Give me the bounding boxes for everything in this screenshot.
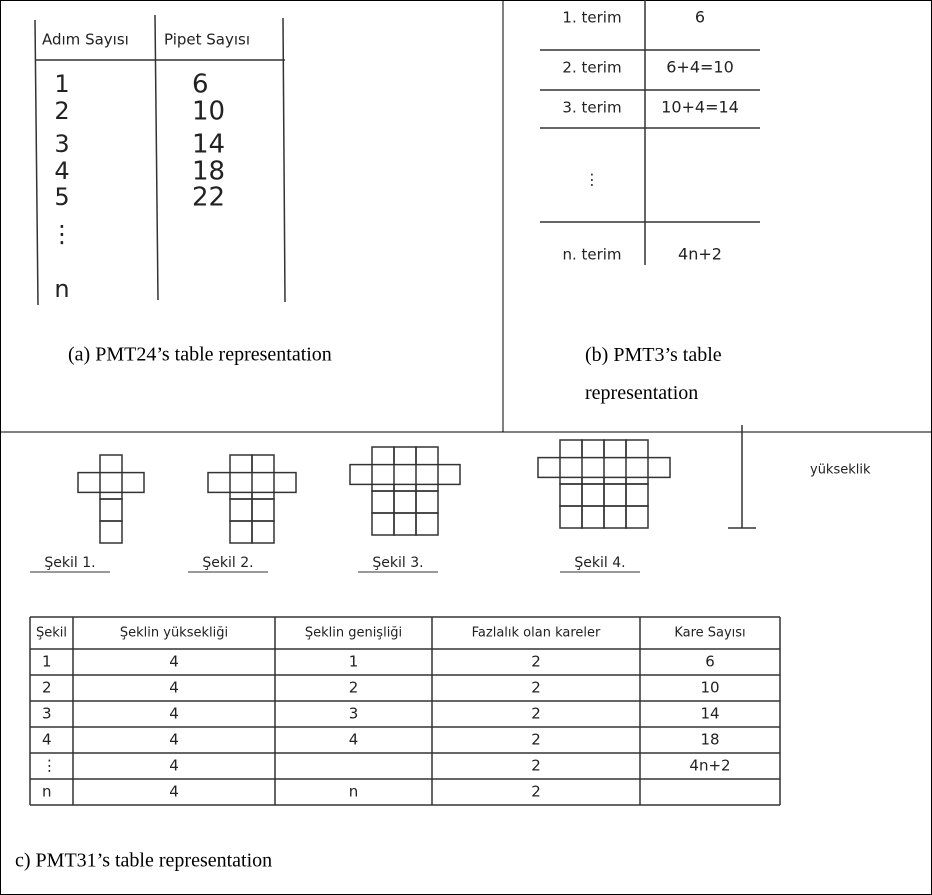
figure-square: [625, 505, 649, 529]
figure-square: [603, 505, 627, 529]
hand-text: 2: [54, 97, 69, 125]
hand-text: n. terim: [562, 246, 621, 264]
figure-square: [371, 512, 395, 536]
figure-square: [603, 483, 627, 507]
figure-bar: [349, 463, 461, 486]
figure-square: [99, 498, 123, 522]
hand-text: yükseklik: [810, 463, 871, 478]
hand-text: 10: [192, 97, 225, 127]
hand-text: 4: [169, 757, 179, 775]
figure-square: [371, 490, 395, 514]
hand-text: Fazlalık olan kareler: [472, 626, 601, 641]
hand-text: 2: [531, 731, 541, 749]
hand-text: 10: [700, 679, 719, 697]
hand-text: 14: [700, 705, 719, 723]
hand-text: 18: [192, 157, 225, 187]
caption-c: c) PMT31’s table representation: [15, 850, 272, 872]
hand-text: 4: [169, 783, 179, 801]
hand-text: 4: [349, 731, 359, 749]
hand-text: Adım Sayısı: [42, 31, 129, 49]
hand-text: 1: [54, 70, 69, 98]
hand-text: Pipet Sayısı: [164, 31, 250, 49]
hand-text: 4: [169, 731, 179, 749]
hand-line: [282, 17, 286, 303]
caption-a: (a) PMT24’s table representation: [68, 344, 332, 366]
figure-square: [581, 505, 605, 529]
figure-square: [251, 498, 275, 522]
hand-text: 4: [54, 157, 69, 185]
figure-square: [581, 483, 605, 507]
figure-square: [559, 483, 583, 507]
hand-text: 2. terim: [562, 59, 621, 77]
hand-text: n: [349, 783, 359, 801]
hand-text: 4n+2: [678, 245, 722, 264]
hand-text: 5: [54, 183, 69, 211]
figure-square: [229, 498, 253, 522]
hand-text: 2: [531, 653, 541, 671]
hand-text: 6: [705, 653, 715, 671]
hand-text: ⋮: [585, 171, 600, 189]
hand-text: 1. terim: [562, 9, 621, 27]
figure-square: [393, 490, 417, 514]
hand-text: n: [42, 783, 52, 801]
hand-text: 4: [169, 653, 179, 671]
hand-text: Şeklin yüksekliği: [120, 626, 228, 641]
hand-text: Şekil: [36, 626, 67, 641]
hand-text: 1: [42, 653, 52, 671]
hand-text: 3: [54, 130, 69, 158]
hand-text: 10+4=14: [661, 98, 739, 117]
hand-text: 2: [531, 757, 541, 775]
hand-text: 3: [42, 705, 52, 723]
hand-text: 2: [531, 705, 541, 723]
hand-text: 2: [531, 783, 541, 801]
figure-square: [559, 505, 583, 529]
figure-bar: [77, 471, 145, 494]
figure-square: [393, 512, 417, 536]
figure-square: [99, 520, 123, 544]
hand-text: Şekil 2.: [202, 555, 253, 571]
figure-square: [625, 483, 649, 507]
hand-text: 1: [349, 653, 359, 671]
hand-text: 14: [192, 130, 225, 160]
hand-line: [154, 14, 159, 301]
hand-text: 2: [42, 679, 52, 697]
hand-text: 2: [531, 679, 541, 697]
hand-text: 6: [695, 8, 705, 27]
hand-text: 22: [192, 183, 225, 213]
hand-text: ⋮: [42, 757, 57, 775]
hand-text: 4: [169, 679, 179, 697]
figure-square: [251, 520, 275, 544]
hand-text: 2: [349, 679, 359, 697]
hand-text: 4: [42, 731, 52, 749]
figure-square: [229, 520, 253, 544]
hand-text: 4n+2: [689, 757, 730, 775]
hand-text: 18: [700, 731, 719, 749]
hand-text: 6: [192, 70, 209, 100]
hand-text: Şekil 3.: [372, 555, 423, 571]
hand-text: 3. terim: [562, 99, 621, 117]
hand-text: 4: [169, 705, 179, 723]
hand-line: [34, 19, 39, 306]
hand-text: Kare Sayısı: [674, 626, 745, 641]
hand-text: n: [54, 275, 69, 303]
figure-square: [415, 512, 439, 536]
hand-text: Şekil 4.: [574, 555, 625, 571]
hand-text: 6+4=10: [666, 58, 734, 77]
hand-text: 3: [349, 705, 359, 723]
hand-text: Şeklin genişliği: [305, 626, 402, 641]
hand-text: ⋮: [50, 220, 74, 248]
figure-square: [415, 490, 439, 514]
hand-text: Şekil 1.: [44, 555, 95, 571]
caption-b: (b) PMT3’s table representation: [585, 344, 722, 404]
